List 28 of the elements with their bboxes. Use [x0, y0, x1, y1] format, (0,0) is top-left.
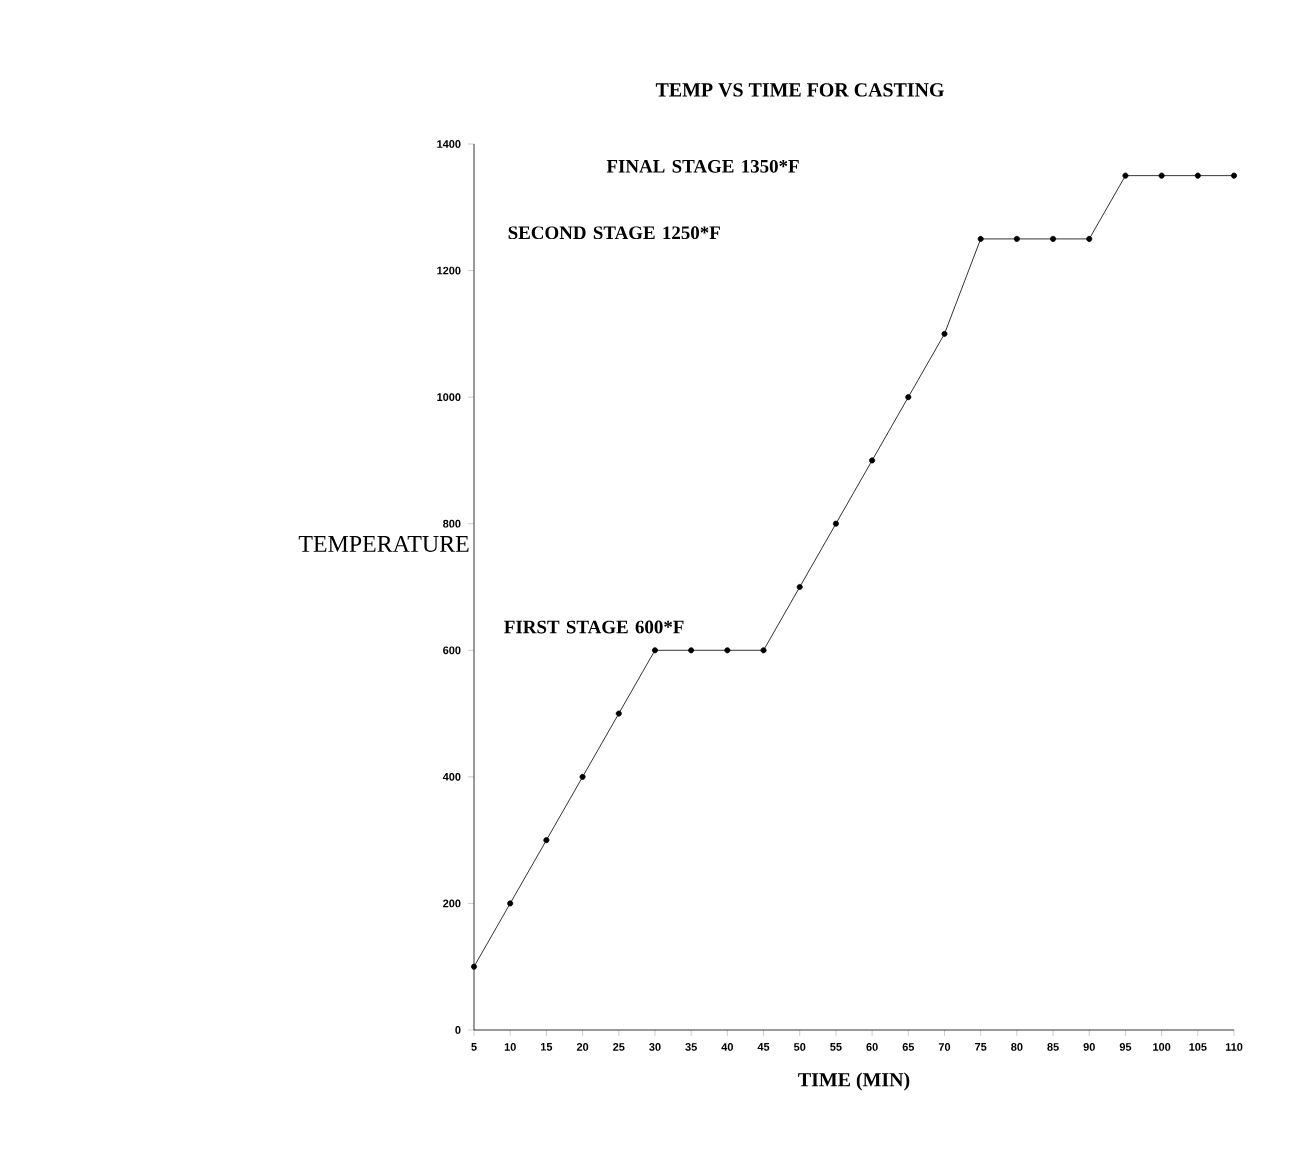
- x-axis-title: TIME (MIN): [798, 1072, 910, 1091]
- point: [796, 583, 803, 590]
- chart-title: TEMP VS TIME FOR CASTING: [655, 83, 944, 97]
- annotation: FINAL STAGE 1350*F: [606, 159, 799, 173]
- point: [724, 647, 731, 654]
- point: [1122, 172, 1129, 179]
- point: [471, 963, 478, 970]
- point: [543, 837, 550, 844]
- point: [977, 235, 984, 242]
- point: [869, 457, 876, 464]
- point: [905, 394, 912, 401]
- point: [579, 773, 586, 780]
- point: [615, 710, 622, 717]
- point: [1158, 172, 1165, 179]
- point: [1231, 172, 1238, 179]
- point: [1050, 235, 1057, 242]
- point: [1086, 235, 1093, 242]
- y-axis-title: TEMPERATURE: [298, 535, 469, 552]
- point: [507, 900, 514, 907]
- point: [651, 647, 658, 654]
- annotation: FIRST STAGE 600*F: [504, 620, 684, 634]
- point: [1013, 235, 1020, 242]
- point: [760, 647, 767, 654]
- point: [832, 520, 839, 527]
- annotation: SECOND STAGE 1250*F: [508, 226, 720, 240]
- point: [688, 647, 695, 654]
- point: [941, 330, 948, 337]
- point: [1194, 172, 1201, 179]
